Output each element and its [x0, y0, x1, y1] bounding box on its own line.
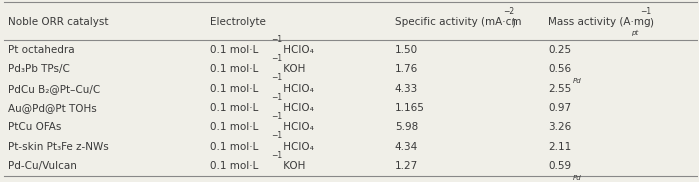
- Text: Pd: Pd: [573, 78, 582, 84]
- Text: HClO₄: HClO₄: [280, 122, 314, 132]
- Text: −2: −2: [503, 7, 514, 16]
- Text: HClO₄: HClO₄: [280, 142, 314, 152]
- Text: Pd₃Pb TPs/C: Pd₃Pb TPs/C: [8, 64, 69, 74]
- Text: 0.56: 0.56: [548, 64, 572, 74]
- Text: Au@Pd@Pt TOHs: Au@Pd@Pt TOHs: [8, 103, 96, 113]
- Text: −1: −1: [271, 73, 282, 82]
- Text: 0.1 mol·L: 0.1 mol·L: [210, 64, 259, 74]
- Text: 4.34: 4.34: [395, 142, 418, 152]
- Text: 0.25: 0.25: [548, 45, 572, 55]
- Text: Noble ORR catalyst: Noble ORR catalyst: [8, 17, 108, 27]
- Text: KOH: KOH: [280, 64, 305, 74]
- Text: PtCu OFAs: PtCu OFAs: [8, 122, 61, 132]
- Text: −1: −1: [640, 7, 651, 16]
- Text: −1: −1: [271, 93, 282, 102]
- Text: pt: pt: [631, 30, 639, 36]
- Text: 0.1 mol·L: 0.1 mol·L: [210, 103, 259, 113]
- Text: 0.59: 0.59: [548, 161, 572, 171]
- Text: 3.26: 3.26: [548, 122, 572, 132]
- Text: 1.165: 1.165: [395, 103, 425, 113]
- Text: Pt-skin Pt₃Fe z-NWs: Pt-skin Pt₃Fe z-NWs: [8, 142, 108, 152]
- Text: ): ): [649, 17, 653, 27]
- Text: Pd: Pd: [573, 175, 582, 181]
- Text: 0.1 mol·L: 0.1 mol·L: [210, 122, 259, 132]
- Text: 1.76: 1.76: [395, 64, 418, 74]
- Text: 0.1 mol·L: 0.1 mol·L: [210, 142, 259, 152]
- Text: −1: −1: [271, 151, 282, 160]
- Text: 0.1 mol·L: 0.1 mol·L: [210, 84, 259, 94]
- Text: −1: −1: [271, 131, 282, 140]
- Text: 2.55: 2.55: [548, 84, 572, 94]
- Text: −1: −1: [271, 35, 282, 44]
- Text: 0.1 mol·L: 0.1 mol·L: [210, 161, 259, 171]
- Text: HClO₄: HClO₄: [280, 84, 314, 94]
- Text: 1.50: 1.50: [395, 45, 418, 55]
- Text: HClO₄: HClO₄: [280, 45, 314, 55]
- Text: Mass activity (A·mg: Mass activity (A·mg: [548, 17, 651, 27]
- Text: 1.27: 1.27: [395, 161, 418, 171]
- Text: Specific activity (mA·cm: Specific activity (mA·cm: [395, 17, 521, 27]
- Text: −1: −1: [271, 54, 282, 63]
- Text: Pt octahedra: Pt octahedra: [8, 45, 74, 55]
- Text: PdCu B₂@Pt–Cu/C: PdCu B₂@Pt–Cu/C: [8, 84, 100, 94]
- Text: 5.98: 5.98: [395, 122, 418, 132]
- Text: 0.1 mol·L: 0.1 mol·L: [210, 45, 259, 55]
- Text: 0.97: 0.97: [548, 103, 572, 113]
- Text: 2.11: 2.11: [548, 142, 572, 152]
- Text: 4.33: 4.33: [395, 84, 418, 94]
- Text: KOH: KOH: [280, 161, 305, 171]
- Text: −1: −1: [271, 112, 282, 121]
- Text: HClO₄: HClO₄: [280, 103, 314, 113]
- Text: Electrolyte: Electrolyte: [210, 17, 266, 27]
- Text: ): ): [512, 17, 515, 27]
- Text: Pd-Cu/Vulcan: Pd-Cu/Vulcan: [8, 161, 77, 171]
